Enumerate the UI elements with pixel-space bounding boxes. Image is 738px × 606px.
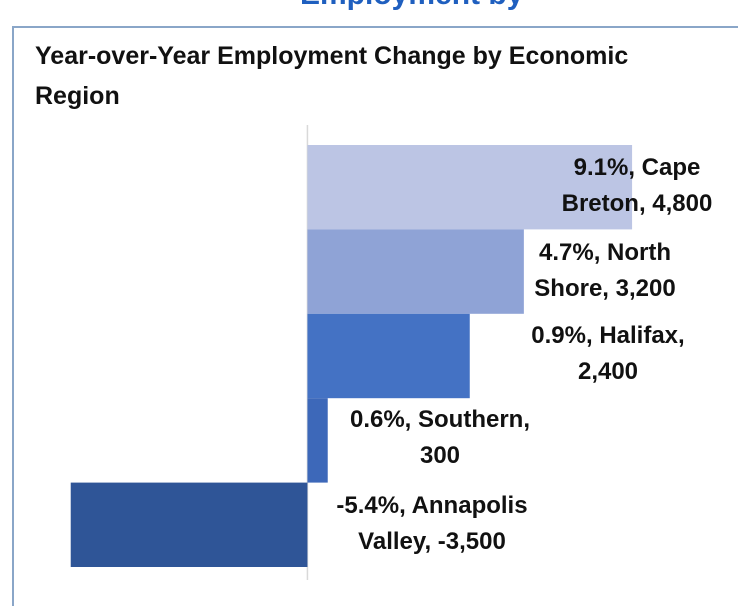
bar	[307, 145, 633, 230]
data-label: -5.4%, Annapolis Valley, -3,500	[336, 492, 528, 555]
bar	[307, 398, 328, 483]
data-label: 9.1%, Cape Breton, 4,800	[561, 154, 713, 217]
data-label: 4.7%, North Shore, 3,200	[534, 239, 676, 302]
bar	[70, 482, 308, 567]
data-label: 0.6%, Southern, 300	[349, 406, 531, 469]
bar	[307, 313, 470, 399]
bar	[307, 229, 524, 314]
page-heading: Employment by	[300, 0, 523, 12]
data-label: 0.9%, Halifax, 2,400	[531, 322, 685, 385]
chart-title: Year-over-Year Employment Change by Econ…	[35, 42, 629, 110]
chart-frame	[12, 26, 738, 606]
